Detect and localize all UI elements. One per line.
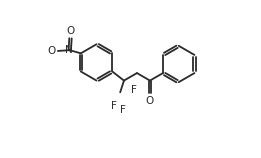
Text: F: F [120,105,125,115]
Text: O: O [66,26,75,36]
Text: F: F [131,85,137,95]
Text: F: F [110,100,116,111]
Text: N: N [65,45,73,55]
Text: O: O [146,96,154,106]
Text: O: O [47,46,56,56]
